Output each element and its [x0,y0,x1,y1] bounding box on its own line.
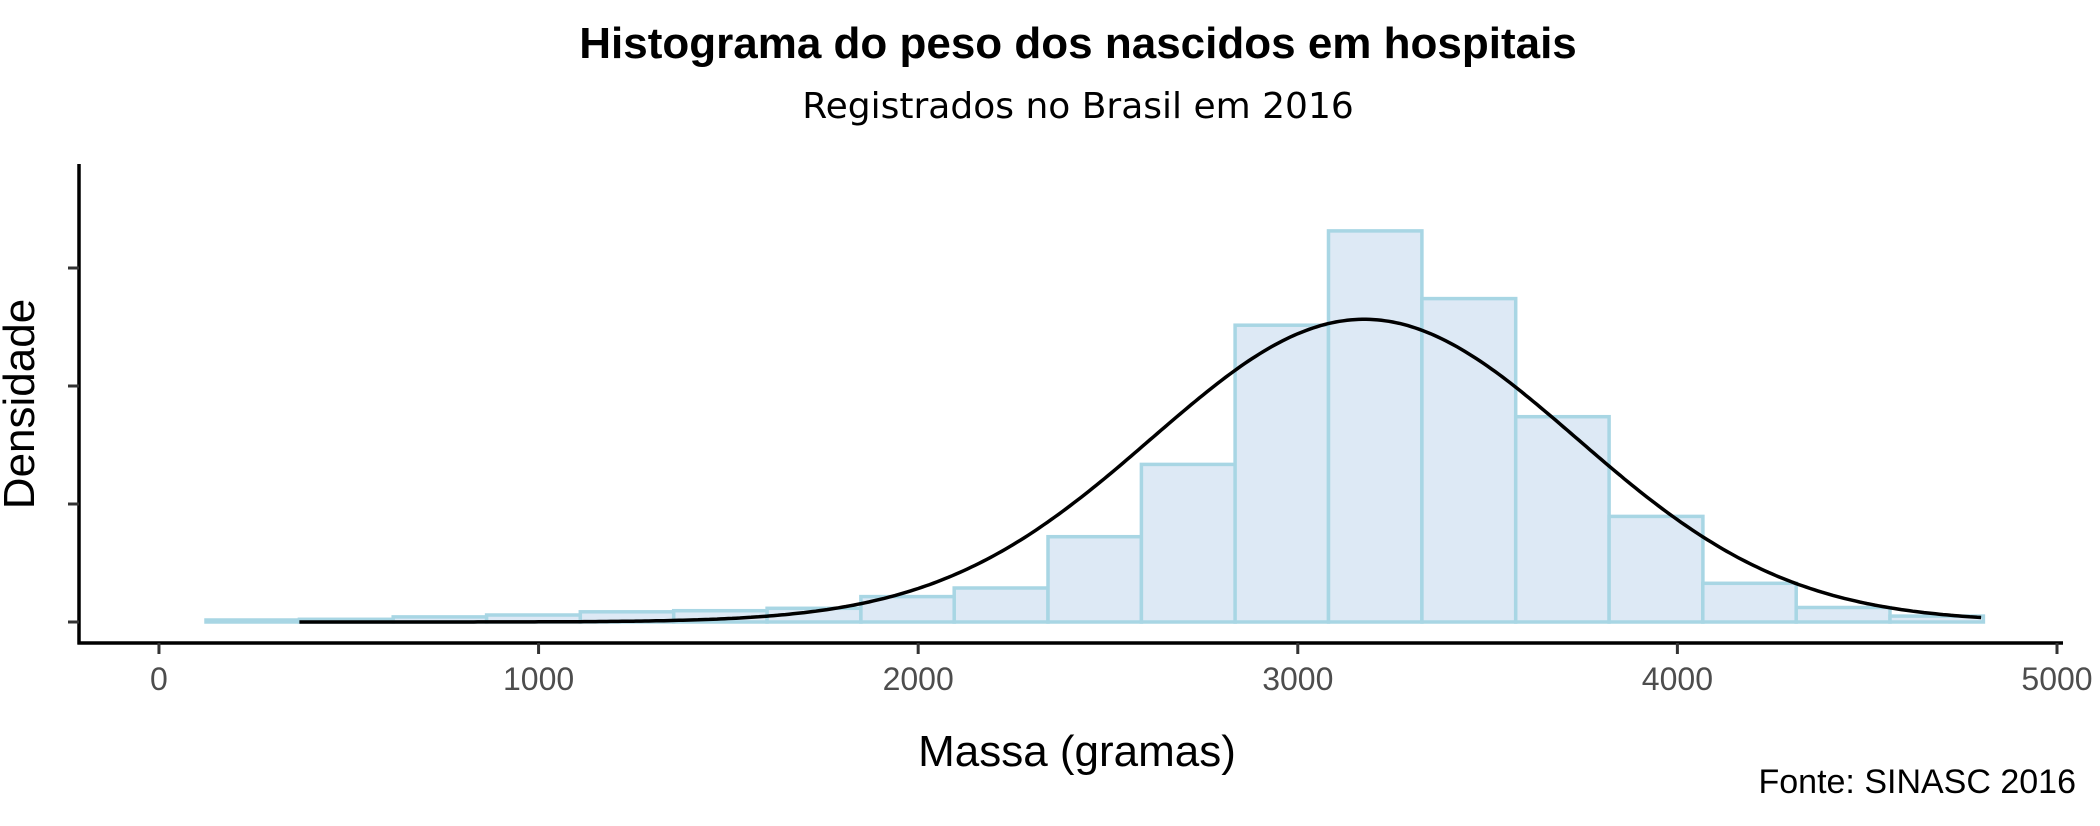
x-tick-label-3: 3000 [1262,661,1333,697]
density-curve-layer [299,317,1982,624]
histogram-bar-13 [1420,296,1518,624]
histogram-bar-8 [952,586,1050,624]
histogram-bar-18 [1888,614,1986,624]
chart-title: Histograma do peso dos nascidos em hospi… [579,19,1577,68]
histogram-bar-10 [1139,462,1237,624]
histogram-bars [204,229,1986,624]
histogram-bar-16 [1701,581,1798,624]
x-tick-label-1: 1000 [503,661,574,697]
x-tick-label-5: 5000 [2021,661,2092,697]
y-axis-title: Densidade [0,299,44,509]
x-tick-label-0: 0 [150,661,168,697]
chart-subtitle: Registrados no Brasil em 2016 [802,86,1354,127]
histogram-bar-0 [204,618,302,624]
histogram-bar-12 [1326,229,1424,624]
density-curve [299,317,1982,624]
x-tick-label-4: 4000 [1642,661,1713,697]
x-axis-title: Massa (gramas) [918,727,1236,776]
histogram-bar-15 [1607,514,1705,624]
chart-caption: Fonte: SINASC 2016 [1758,763,2076,801]
histogram-bar-14 [1513,414,1611,624]
histogram-bar-17 [1794,605,1892,624]
histogram-bar-11 [1233,323,1331,624]
x-tick-label-2: 2000 [883,661,954,697]
histogram-bar-9 [1046,534,1144,624]
axes: 0 1000 2000 3000 4000 5000 [68,164,2093,697]
